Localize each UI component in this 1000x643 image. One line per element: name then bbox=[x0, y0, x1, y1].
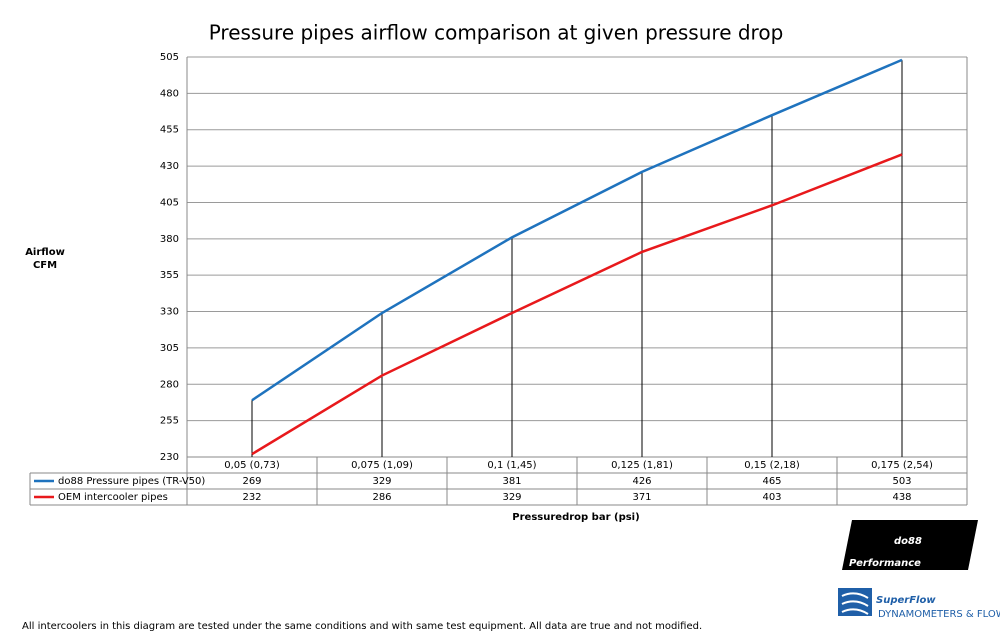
footnote: All intercoolers in this diagram are tes… bbox=[22, 621, 702, 632]
x-tick-label: 0,175 (2,54) bbox=[871, 460, 933, 471]
y-axis-label: Airflow bbox=[25, 247, 65, 258]
logo-subtext: Performance bbox=[849, 558, 921, 569]
logo-subtext: DYNAMOMETERS & FLOWBENCHES bbox=[878, 609, 1000, 620]
table-value: 269 bbox=[242, 476, 261, 487]
y-tick-label: 505 bbox=[160, 52, 179, 63]
legend-label: do88 Pressure pipes (TR-V50) bbox=[58, 476, 205, 487]
do88-logo: do88 Performance bbox=[842, 520, 978, 570]
x-tick-label: 0,1 (1,45) bbox=[487, 460, 536, 471]
logo-text: SuperFlow bbox=[876, 595, 936, 606]
table-value: 329 bbox=[502, 492, 521, 503]
table-value: 381 bbox=[502, 476, 521, 487]
table-value: 232 bbox=[242, 492, 261, 503]
x-axis-label: Pressuredrop bar (psi) bbox=[512, 512, 639, 523]
logo-icon-lines bbox=[841, 592, 869, 615]
table-value: 465 bbox=[762, 476, 781, 487]
y-tick-label: 355 bbox=[160, 270, 179, 281]
y-tick-label: 305 bbox=[160, 343, 179, 354]
table-value: 503 bbox=[892, 476, 911, 487]
table-value: 438 bbox=[892, 492, 911, 503]
table-value: 329 bbox=[372, 476, 391, 487]
table-value: 371 bbox=[632, 492, 651, 503]
series-line bbox=[251, 58, 903, 402]
y-tick-label: 405 bbox=[160, 197, 179, 208]
superflow-logo: SuperFlow DYNAMOMETERS & FLOWBENCHES bbox=[838, 588, 1000, 620]
y-tick-label: 455 bbox=[160, 125, 179, 136]
y-tick-label: 430 bbox=[160, 161, 179, 172]
table-value: 403 bbox=[762, 492, 781, 503]
y-tick-label: 330 bbox=[160, 307, 179, 318]
y-tick-label: 280 bbox=[160, 379, 179, 390]
table-value: 286 bbox=[372, 492, 391, 503]
table-value: 426 bbox=[632, 476, 651, 487]
x-tick-label: 0,05 (0,73) bbox=[224, 460, 280, 471]
logo-background bbox=[842, 520, 978, 570]
x-tick-label: 0,075 (1,09) bbox=[351, 460, 413, 471]
y-tick-label: 380 bbox=[160, 234, 179, 245]
y-tick-label: 230 bbox=[160, 452, 179, 463]
chart-title: Pressure pipes airflow comparison at giv… bbox=[209, 21, 784, 45]
y-tick-label: 480 bbox=[160, 88, 179, 99]
y-tick-label: 255 bbox=[160, 416, 179, 427]
logo-text: do88 bbox=[894, 536, 922, 547]
series-line bbox=[251, 153, 903, 456]
x-tick-label: 0,15 (2,18) bbox=[744, 460, 800, 471]
x-tick-label: 0,125 (1,81) bbox=[611, 460, 673, 471]
y-axis-label: CFM bbox=[33, 260, 57, 271]
legend-label: OEM intercooler pipes bbox=[58, 492, 168, 503]
